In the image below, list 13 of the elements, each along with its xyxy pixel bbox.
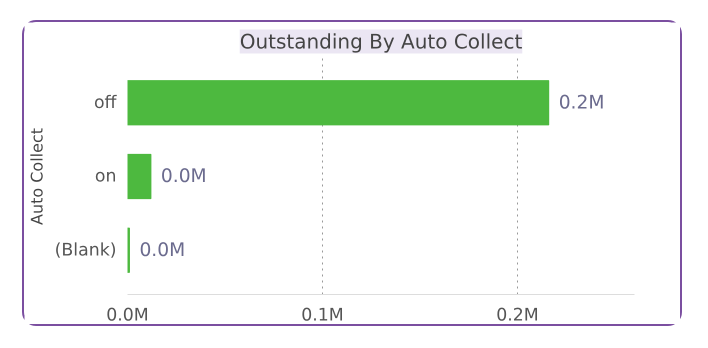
- data-label: 0.0M: [139, 240, 186, 261]
- x-tick-label: 0.0M: [106, 306, 149, 326]
- chart-title: Outstanding By Auto Collect: [240, 30, 522, 54]
- x-tick-label: 0.1M: [301, 306, 344, 326]
- bar: [128, 80, 550, 126]
- bar: [128, 154, 152, 200]
- data-label: 0.2M: [558, 92, 604, 114]
- y-tick-label: (Blank): [54, 240, 116, 260]
- y-tick-label: on: [94, 166, 117, 186]
- y-tick-label: off: [94, 92, 118, 113]
- data-label: 0.0M: [160, 166, 207, 187]
- y-axis-title: Auto Collect: [28, 128, 47, 225]
- x-tick-label: 0.2M: [496, 306, 539, 326]
